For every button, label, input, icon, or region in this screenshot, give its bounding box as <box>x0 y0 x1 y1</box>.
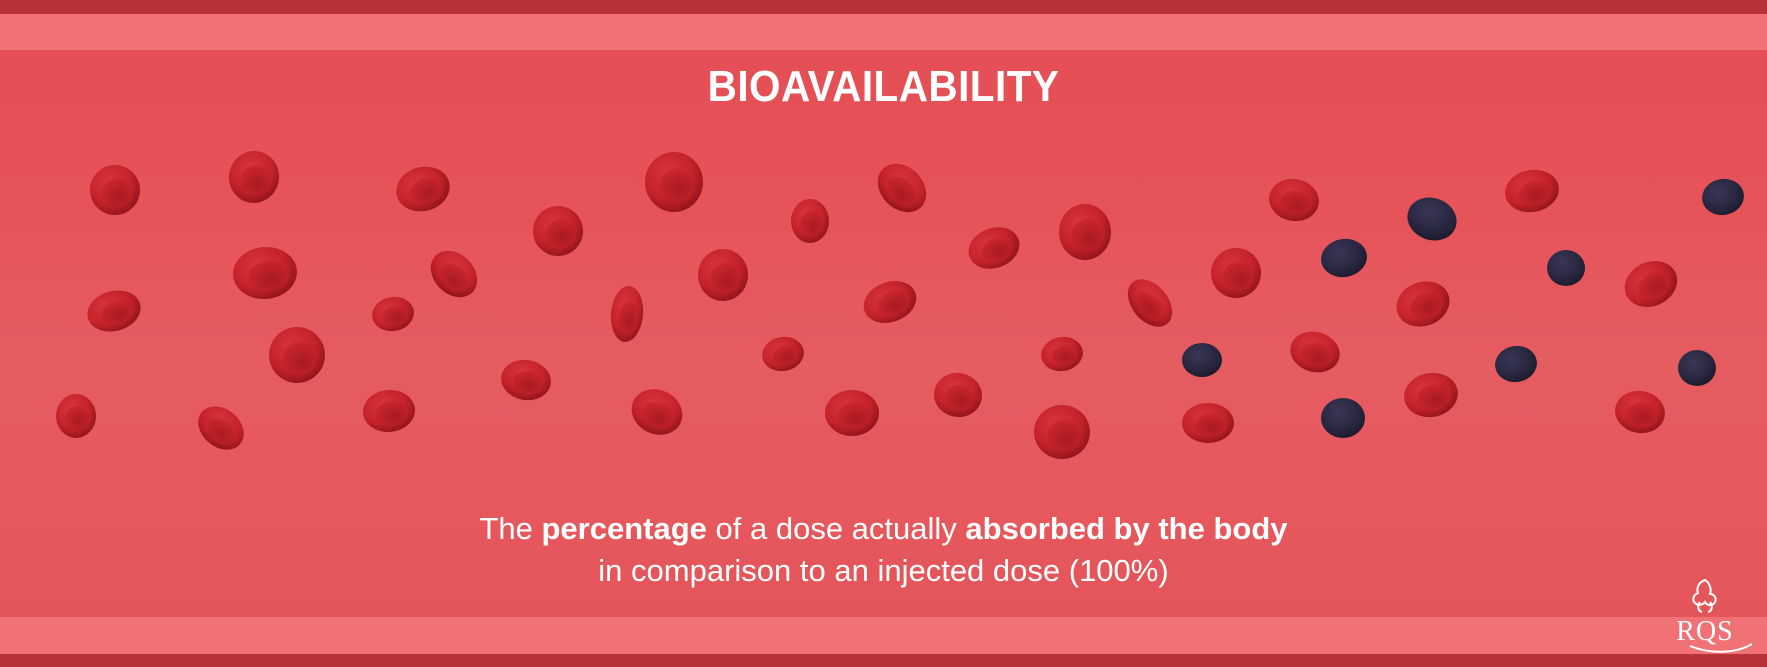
caption-text: of a dose actually <box>706 511 966 546</box>
red-blood-cell <box>1034 405 1090 459</box>
red-blood-cell <box>1269 178 1319 222</box>
caption-emphasis-percentage: percentage <box>541 511 707 546</box>
white-blood-cell <box>1321 238 1367 278</box>
red-blood-cell <box>198 406 244 450</box>
red-blood-cell <box>1290 331 1340 373</box>
red-blood-cell <box>1615 390 1665 434</box>
red-blood-cell <box>1211 248 1261 298</box>
red-blood-cell <box>396 166 450 212</box>
red-blood-cell <box>762 336 804 372</box>
white-blood-cell <box>1702 178 1744 216</box>
red-blood-cell <box>968 227 1020 269</box>
red-blood-cell <box>1404 372 1458 418</box>
red-blood-cell <box>233 246 297 300</box>
caption-text: The <box>479 511 542 546</box>
definition-caption: The percentage of a dose actually absorb… <box>0 508 1767 592</box>
red-blood-cell <box>1505 169 1559 213</box>
red-blood-cell <box>228 151 280 203</box>
red-blood-cell <box>791 199 829 243</box>
white-blood-cell <box>1321 398 1365 438</box>
red-blood-cell <box>1396 281 1450 327</box>
logo-lettering: RQS <box>1676 616 1733 647</box>
red-blood-cell <box>698 249 748 301</box>
red-blood-cell <box>87 290 141 332</box>
red-blood-cell <box>631 389 683 435</box>
red-blood-cell <box>645 152 703 212</box>
white-blood-cell <box>1547 250 1585 286</box>
red-blood-cell <box>363 389 415 433</box>
vessel-wall-bottom <box>0 617 1767 654</box>
red-blood-cell <box>56 394 96 438</box>
red-blood-cell <box>372 296 414 332</box>
rqs-logo: RQS <box>1676 578 1753 653</box>
red-blood-cell <box>877 163 927 213</box>
red-blood-cell <box>610 286 644 342</box>
white-blood-cell <box>1407 197 1457 241</box>
red-blood-cell <box>934 372 982 418</box>
red-blood-cell <box>825 390 879 436</box>
red-blood-cell <box>501 359 551 401</box>
red-blood-cell <box>1041 336 1083 372</box>
red-blood-cell <box>1127 279 1173 327</box>
white-blood-cell <box>1182 343 1222 377</box>
red-blood-cell <box>1624 261 1678 307</box>
red-blood-cell <box>90 165 140 215</box>
red-blood-cell <box>863 281 917 323</box>
white-blood-cell <box>1678 350 1716 386</box>
red-blood-cell <box>1182 403 1234 443</box>
red-blood-cell <box>430 250 478 298</box>
white-blood-cell <box>1495 345 1537 383</box>
red-blood-cell <box>533 206 583 256</box>
red-blood-cell <box>269 327 325 383</box>
caption-line-2: in comparison to an injected dose (100%) <box>598 553 1169 588</box>
caption-emphasis-absorbed: absorbed by the body <box>965 511 1288 546</box>
caption-line-1: The percentage of a dose actually absorb… <box>0 508 1767 550</box>
vessel-wall-top <box>0 14 1767 50</box>
red-blood-cell <box>1059 204 1111 260</box>
page-title: BIOAVAILABILITY <box>707 62 1060 111</box>
